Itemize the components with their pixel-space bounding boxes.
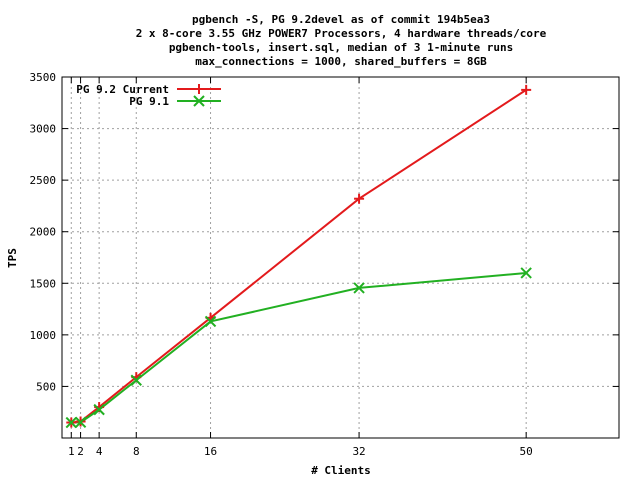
- plot-frame: [61, 76, 620, 439]
- data-point: [353, 282, 365, 294]
- y-tick-label: 2000: [30, 226, 57, 239]
- data-point: [354, 193, 365, 204]
- chart-title: pgbench -S, PG 9.2devel as of commit 194…: [136, 13, 547, 68]
- x-tick-label: 16: [204, 445, 217, 458]
- y-tick-label: 1500: [30, 277, 57, 290]
- y-axis-title: TPS: [6, 248, 19, 268]
- y-tick-label: 3000: [30, 123, 57, 136]
- data-point: [130, 374, 142, 386]
- data-point: [93, 403, 105, 416]
- grid: [62, 76, 619, 438]
- series: [65, 84, 532, 429]
- y-tick-label: 3500: [30, 71, 57, 84]
- data-point: [520, 267, 532, 279]
- title-line-2: 2 x 8-core 3.55 GHz POWER7 Processors, 4…: [136, 27, 547, 40]
- y-tick-label: 500: [36, 380, 56, 393]
- title-line-4: max_connections = 1000, shared_buffers =…: [195, 55, 487, 68]
- title-line-1: pgbench -S, PG 9.2devel as of commit 194…: [192, 13, 490, 26]
- legend-marker: [194, 84, 204, 94]
- series-line-1: [71, 89, 527, 424]
- x-tick-label: 32: [352, 445, 365, 458]
- y-tick-label: 1000: [30, 329, 57, 342]
- title-line-3: pgbench-tools, insert.sql, median of 3 1…: [169, 41, 513, 54]
- legend-label: PG 9.1: [129, 95, 169, 108]
- x-tick-label: 1: [68, 445, 75, 458]
- data-point: [65, 416, 77, 429]
- legend-label: PG 9.2 Current: [76, 83, 169, 96]
- x-axis-title: # Clients: [311, 464, 371, 477]
- x-tick-label: 4: [96, 445, 103, 458]
- data-point: [74, 416, 87, 429]
- legend-marker: [193, 95, 205, 107]
- x-tick-label: 50: [520, 445, 533, 458]
- y-tick-label: 2500: [30, 174, 57, 187]
- axis-ticks: 500 1000 1500 2000 2500 3000 3500 1 2 4 8 16 32 50: [30, 71, 619, 458]
- x-tick-label: 8: [133, 445, 140, 458]
- data-point: [521, 84, 532, 95]
- x-tick-label: 2: [77, 445, 84, 458]
- data-point: [204, 315, 217, 328]
- series-line-2: [71, 271, 527, 424]
